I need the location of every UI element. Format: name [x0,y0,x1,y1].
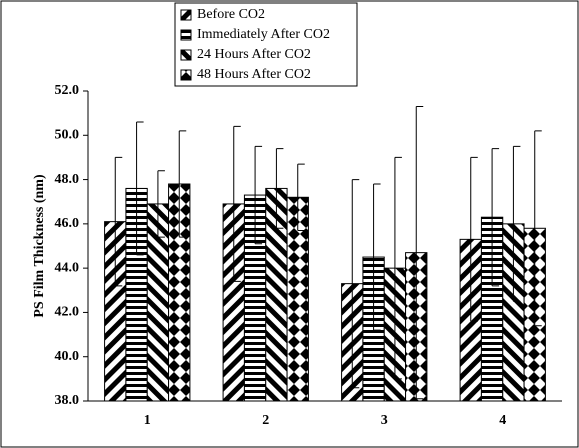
x-tick-label: 3 [381,413,388,428]
error-bar [275,148,284,229]
error-bar [254,145,263,245]
error-bar [512,145,521,302]
y-tick-label: 42.0 [55,305,80,320]
error-bar [157,170,165,238]
error-bar [297,163,305,231]
x-tick-label: 4 [499,413,506,428]
y-tick-label: 38.0 [55,393,80,408]
error-bar [415,106,424,400]
legend-swatch [180,29,192,41]
error-bar [491,148,500,287]
legend-label: 48 Hours After CO2 [197,67,311,82]
error-bar [394,156,402,380]
x-tick-label: 2 [262,413,269,428]
legend-label: Immediately After CO2 [197,27,330,42]
error-bar [534,130,542,327]
legend-label: Before CO2 [197,7,265,22]
y-tick-label: 46.0 [55,216,80,231]
y-tick-label: 52.0 [55,83,80,98]
error-bar [351,179,360,389]
legend-swatch [180,9,192,21]
x-tick-label: 1 [144,413,151,428]
y-tick-label: 50.0 [55,128,80,143]
y-tick-label: 44.0 [55,260,80,275]
legend-swatch [180,49,192,61]
error-bar [114,156,123,287]
error-bar [178,130,187,238]
y-tick-label: 40.0 [55,349,80,364]
legend-box [174,2,358,87]
legend-label: 24 Hours After CO2 [197,47,311,62]
error-bar [470,156,478,322]
y-axis-label: PS Film Thickness (nm) [32,174,47,318]
legend-swatch [180,69,192,81]
error-bar [136,121,144,256]
error-bar [373,183,381,331]
y-tick-label: 48.0 [55,172,80,187]
error-bar [233,125,241,282]
